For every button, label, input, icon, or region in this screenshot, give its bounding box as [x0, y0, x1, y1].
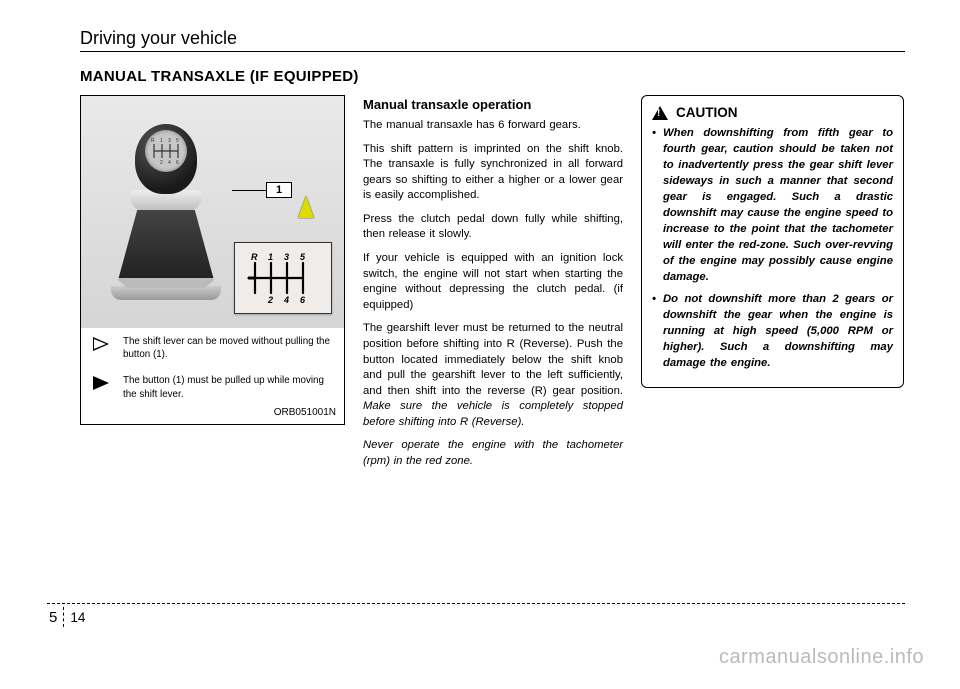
figure-image: R135 246 1	[81, 96, 344, 328]
gear-label-6: 6	[300, 295, 306, 305]
paragraph-5: The gearshift lever must be returned to …	[363, 321, 623, 430]
outline-arrow-icon	[89, 337, 115, 351]
callout-number-1: 1	[266, 182, 292, 198]
paragraph-5b: Make sure the vehicle is completely stop…	[363, 400, 623, 428]
column-body: Manual transaxle operation The manual tr…	[363, 95, 623, 478]
caution-heading: CAUTION	[652, 105, 893, 120]
shift-base	[111, 286, 221, 300]
paragraph-6: Never operate the engine with the tachom…	[363, 438, 623, 469]
caution-box: CAUTION When downshifting from fifth gea…	[641, 95, 904, 388]
gear-label-1: 1	[268, 252, 273, 262]
subheading: Manual transaxle operation	[363, 97, 623, 112]
manual-page: Driving your vehicle MANUAL TRANSAXLE (I…	[0, 0, 960, 689]
gear-label-3: 3	[284, 252, 289, 262]
gear-label-2: 2	[267, 295, 273, 305]
callout-leader-line	[232, 190, 266, 191]
caution-item-1: When downshifting from fifth gear to fou…	[652, 125, 893, 285]
shift-boot	[118, 210, 214, 288]
svg-text:2: 2	[160, 160, 163, 166]
shift-knob-cap: R135 246	[145, 130, 187, 172]
column-caution: CAUTION When downshifting from fifth gea…	[641, 95, 904, 478]
figure-caption-1: The shift lever can be moved without pul…	[81, 328, 344, 367]
figure-code: ORB051001N	[81, 407, 344, 424]
caption-text-1: The shift lever can be moved without pul…	[123, 335, 336, 361]
gear-label-5: 5	[300, 252, 306, 262]
caution-item-2: Do not downshift more than 2 gears or do…	[652, 291, 893, 371]
figure-box: R135 246 1	[80, 95, 345, 425]
pull-up-arrow-icon	[298, 196, 314, 218]
gear-label-R: R	[251, 252, 258, 262]
paragraph-5a: The gearshift lever must be returned to …	[363, 322, 623, 396]
svg-text:1: 1	[160, 138, 163, 144]
caution-heading-text: CAUTION	[676, 105, 738, 120]
svg-text:R: R	[151, 138, 155, 144]
svg-text:4: 4	[168, 160, 171, 166]
paragraph-4: If your vehicle is equipped with an igni…	[363, 251, 623, 313]
section-title: MANUAL TRANSAXLE (IF EQUIPPED)	[80, 68, 905, 85]
column-figure: R135 246 1	[80, 95, 345, 478]
chapter-title: Driving your vehicle	[80, 28, 905, 52]
gear-label-4: 4	[283, 295, 289, 305]
figure-caption-2: The button (1) must be pulled up while m…	[81, 367, 344, 406]
knob-pattern-icon: R135 246	[145, 130, 187, 172]
page-footer: 5 14	[47, 603, 905, 627]
caution-list: When downshifting from fifth gear to fou…	[652, 125, 893, 371]
svg-text:5: 5	[176, 138, 179, 144]
section-number: 5	[47, 607, 64, 627]
shift-knob: R135 246	[135, 124, 197, 194]
solid-arrow-icon	[89, 376, 115, 390]
page-number: 14	[64, 610, 85, 625]
shift-lever-illustration: R135 246	[111, 124, 221, 304]
paragraph-3: Press the clutch pedal down fully while …	[363, 212, 623, 243]
shift-pattern-icon: R 1 3 5 2 4 6	[243, 251, 323, 305]
warning-triangle-icon	[652, 106, 668, 120]
caption-text-2: The button (1) must be pulled up while m…	[123, 374, 336, 400]
svg-text:3: 3	[168, 138, 171, 144]
paragraph-1: The manual transaxle has 6 forward gears…	[363, 118, 623, 134]
paragraph-2: This shift pattern is imprinted on the s…	[363, 142, 623, 204]
content-columns: R135 246 1	[80, 95, 905, 478]
watermark: carmanualsonline.info	[719, 646, 924, 669]
shift-pattern-diagram: R 1 3 5 2 4 6	[234, 242, 332, 314]
svg-text:6: 6	[176, 160, 179, 166]
